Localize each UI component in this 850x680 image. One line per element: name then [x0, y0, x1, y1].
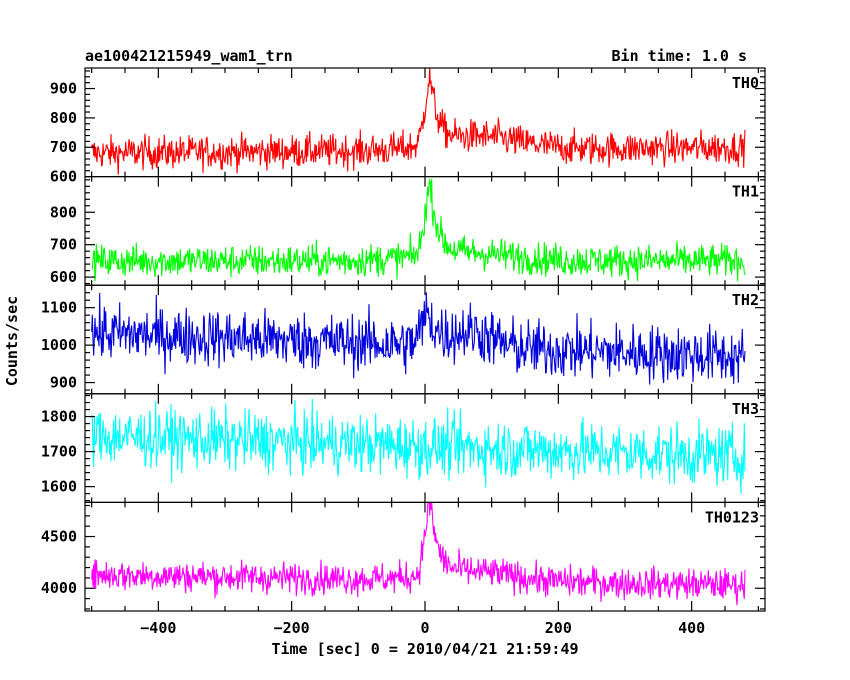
- panels-group: 600 700 800 900 TH0 600 700 800 TH1 900 1000 1100 TH…: [41, 67, 766, 637]
- x-tick-label: 400: [678, 619, 705, 637]
- y-tick-label: 900: [50, 80, 77, 98]
- series-th0123: [91, 502, 746, 606]
- y-axis-label: Counts/sec: [3, 296, 21, 386]
- x-tick-label: 0: [420, 619, 429, 637]
- panel-label: TH3: [732, 400, 759, 418]
- chart-title: ae100421215949_wam1_trn: [85, 47, 293, 65]
- bin-time-label: Bin time: 1.0 s: [612, 47, 747, 65]
- panel-label: TH2: [732, 291, 759, 309]
- panel-th1: 600 700 800 TH1: [50, 176, 766, 286]
- y-tick-label: 800: [50, 203, 77, 221]
- series-th2: [91, 292, 746, 385]
- y-tick-label: 800: [50, 109, 77, 127]
- x-tick-label: 200: [545, 619, 572, 637]
- y-tick-label: 600: [50, 268, 77, 286]
- y-tick-label: 4500: [41, 528, 77, 546]
- panel-label: TH0: [732, 74, 759, 92]
- x-tick-label: −400: [140, 619, 176, 637]
- y-tick-label: 600: [50, 168, 77, 186]
- panel-frame: [84, 501, 766, 612]
- x-axis-label: Time [sec] 0 = 2010/04/21 21:59:49: [271, 640, 578, 658]
- y-tick-label: 1600: [41, 478, 77, 496]
- y-tick-label: 1800: [41, 408, 77, 426]
- panel-th0: 600 700 800 900 TH0: [50, 67, 766, 186]
- series-th0: [91, 68, 746, 175]
- y-tick-label: 1000: [41, 336, 77, 354]
- panel-th2: 900 1000 1100 TH2: [41, 284, 766, 395]
- series-th1: [91, 178, 746, 282]
- panel-frame: [84, 67, 766, 178]
- y-tick-label: 700: [50, 138, 77, 156]
- y-tick-label: 1700: [41, 443, 77, 461]
- panel-label: TH0123: [705, 508, 759, 526]
- y-tick-label: 900: [50, 374, 77, 392]
- panel-label: TH1: [732, 183, 759, 201]
- y-tick-label: 1100: [41, 299, 77, 317]
- y-tick-label: 4000: [41, 579, 77, 597]
- series-th3: [91, 398, 746, 495]
- x-tick-label: −200: [274, 619, 310, 637]
- y-tick-label: 700: [50, 236, 77, 254]
- panel-frame: [84, 176, 766, 286]
- panel-th3: 1600 1700 1800 TH3: [41, 393, 766, 503]
- panel-th0123: 4000 4500 TH0123: [41, 501, 766, 612]
